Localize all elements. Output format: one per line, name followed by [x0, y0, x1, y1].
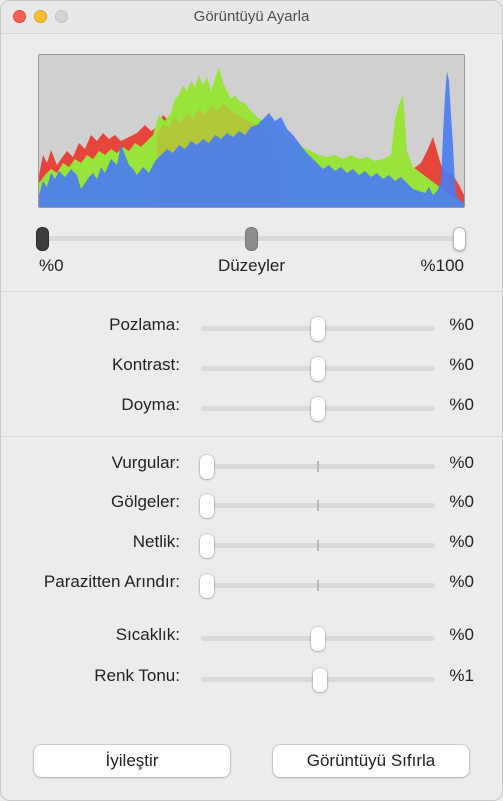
vurgular-slider-knob[interactable] — [200, 455, 214, 479]
vurgular-center-tick — [317, 461, 319, 472]
window-title: Görüntüyü Ayarla — [193, 8, 310, 25]
netlik-value: %0 — [449, 532, 474, 551]
kontrast-value: %0 — [449, 355, 474, 374]
golgeler-label: Gölgeler: — [111, 492, 180, 511]
levels-midpoint-handle[interactable] — [245, 227, 258, 251]
histogram — [38, 54, 465, 208]
golgeler-slider-knob[interactable] — [200, 494, 214, 518]
golgeler-center-tick — [317, 500, 319, 511]
close-button[interactable] — [13, 10, 26, 23]
sicaklik-label: Sıcaklık: — [115, 625, 180, 644]
title-bar: Görüntüyü Ayarla — [1, 1, 502, 34]
pozlama-slider-knob[interactable] — [311, 317, 325, 341]
vurgular-label: Vurgular: — [111, 453, 180, 472]
parazitten-arindir-value: %0 — [449, 572, 474, 591]
minimize-button[interactable] — [34, 10, 47, 23]
reset-image-button[interactable]: Görüntüyü Sıfırla — [273, 745, 469, 777]
enhance-button[interactable]: İyileştir — [34, 745, 230, 777]
renk-tonu-value: %1 — [449, 666, 474, 685]
histogram-graph — [39, 67, 464, 207]
histogram-blue-channel — [39, 71, 464, 207]
renk-tonu-slider-knob[interactable] — [313, 668, 328, 692]
divider — [1, 436, 502, 437]
vurgular-value: %0 — [449, 453, 474, 472]
levels-label: Düzeyler — [217, 256, 286, 275]
zoom-button[interactable] — [55, 10, 68, 23]
kontrast-slider-knob[interactable] — [311, 357, 325, 381]
netlik-slider-knob[interactable] — [200, 534, 214, 558]
netlik-center-tick — [317, 540, 319, 551]
renk-tonu-label: Renk Tonu: — [94, 666, 180, 685]
parazitten-arindir-label: Parazitten Arındır: — [43, 572, 180, 591]
pozlama-label: Pozlama: — [109, 315, 180, 334]
netlik-label: Netlik: — [132, 532, 180, 551]
kontrast-label: Kontrast: — [111, 355, 180, 374]
doyma-slider-knob[interactable] — [311, 397, 325, 421]
parazitten-arindir-center-tick — [317, 580, 319, 591]
doyma-label: Doyma: — [121, 395, 180, 414]
sicaklik-value: %0 — [449, 625, 474, 644]
levels-black-point-handle[interactable] — [36, 227, 49, 251]
doyma-value: %0 — [449, 395, 474, 414]
parazitten-arindir-slider-knob[interactable] — [200, 574, 214, 598]
levels-white-point-handle[interactable] — [453, 227, 466, 251]
sicaklik-slider-knob[interactable] — [311, 627, 325, 651]
pozlama-value: %0 — [449, 315, 474, 334]
levels-min-label: %0 — [39, 256, 64, 275]
golgeler-value: %0 — [449, 492, 474, 511]
divider — [1, 291, 502, 292]
levels-max-label: %100 — [420, 256, 464, 275]
